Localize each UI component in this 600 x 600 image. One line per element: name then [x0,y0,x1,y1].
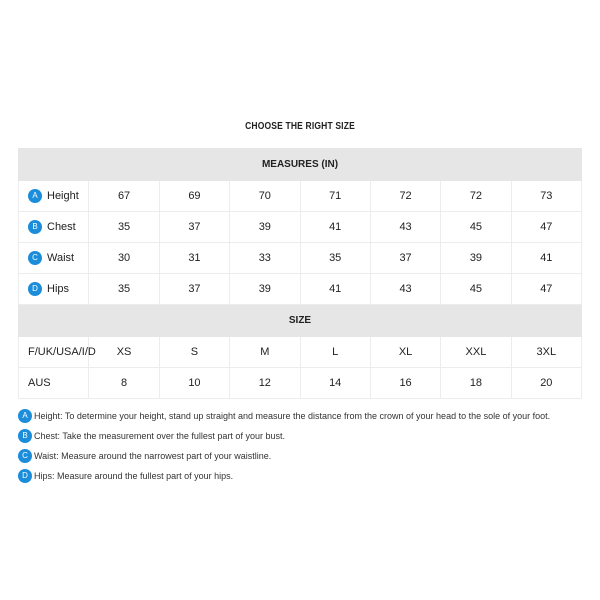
table-cell: 73 [510,180,583,212]
table-cell: 45 [440,273,512,305]
letter-badge-icon: B [18,429,32,443]
table-cell: 41 [510,242,583,274]
table-cell: 43 [369,273,442,305]
section-header: MEASURES (IN) [18,148,582,181]
table-cell: 3XL [510,336,583,368]
note-item: D Hips: Measure around the fullest part o… [18,466,550,486]
measure-row: B Chest 35 37 39 41 43 45 47 [17,211,583,243]
note-text: Chest: Take the measurement over the ful… [34,431,285,441]
size-chart-table: MEASURES (IN) A Height 67 69 70 71 72 72 73 B Chest… [17,148,583,399]
table-cell: 37 [369,242,442,274]
table-cell: 72 [369,180,442,212]
table-cell: 37 [158,273,231,305]
table-cell: 16 [369,367,442,399]
section-header: SIZE [18,304,582,337]
measure-name: Waist [47,251,75,264]
table-cell: 71 [299,180,371,212]
letter-badge-icon: A [18,409,32,423]
size-row: AUS 8 10 12 14 16 18 20 [17,367,583,399]
note-item: B Chest: Take the measurement over the fu… [18,426,550,446]
table-cell: 45 [440,211,512,243]
letter-badge-icon: C [28,251,42,265]
letter-badge-icon: A [28,189,42,203]
row-label: C Waist [17,242,90,274]
row-label: AUS [17,367,90,399]
table-cell: 70 [229,180,301,212]
table-cell: 72 [440,180,512,212]
table-cell: 37 [158,211,231,243]
table-cell: 41 [299,211,371,243]
table-cell: 12 [229,367,301,399]
table-cell: 67 [88,180,160,212]
measurement-notes: A Height: To determine your height, stand… [18,406,550,486]
table-cell: 35 [299,242,371,274]
note-item: C Waist: Measure around the narrowest par… [18,446,550,466]
note-text: Height: To determine your height, stand … [34,411,551,421]
table-cell: 33 [229,242,301,274]
table-cell: 35 [88,211,160,243]
table-cell: 14 [299,367,371,399]
note-item: A Height: To determine your height, stand… [18,406,550,426]
letter-badge-icon: D [28,282,42,296]
table-cell: 30 [88,242,160,274]
row-label: A Height [17,180,90,212]
letter-badge-icon: D [18,469,32,483]
measure-name: Height [47,189,79,202]
table-cell: XXL [440,336,512,368]
measure-name: Hips [47,282,70,295]
table-cell: M [229,336,301,368]
table-cell: 39 [440,242,512,274]
table-cell: 8 [88,367,160,399]
measure-row: C Waist 30 31 33 35 37 39 41 [17,242,583,274]
section-header-label: MEASURES (IN) [18,148,582,181]
table-cell: 39 [229,211,301,243]
table-cell: 47 [510,273,583,305]
row-label: B Chest [17,211,90,243]
table-cell: S [158,336,231,368]
table-cell: 69 [158,180,231,212]
row-label: F/UK/USA/I/D [17,336,96,368]
letter-badge-icon: B [28,220,42,234]
section-header-label: SIZE [18,304,582,337]
row-label: D Hips [17,273,90,305]
table-cell: 20 [510,367,583,399]
note-text: Hips: Measure around the fullest part of… [34,471,234,481]
size-row: F/UK/USA/I/D XS S M L XL XXL 3XL [17,336,583,368]
measure-name: Chest [47,220,76,233]
table-cell: XL [369,336,442,368]
table-cell: XS [88,336,160,368]
table-cell: 18 [440,367,512,399]
table-cell: 39 [229,273,301,305]
table-cell: 43 [369,211,442,243]
table-cell: 41 [299,273,371,305]
table-cell: 31 [158,242,231,274]
note-text: Waist: Measure around the narrowest part… [34,451,272,461]
page-title: CHOOSE THE RIGHT SIZE [245,121,355,132]
letter-badge-icon: C [18,449,32,463]
measure-row: A Height 67 69 70 71 72 72 73 [17,180,583,212]
table-cell: 47 [510,211,583,243]
measure-row: D Hips 35 37 39 41 43 45 47 [17,273,583,305]
table-cell: 35 [88,273,160,305]
table-cell: L [299,336,371,368]
table-cell: 10 [158,367,231,399]
